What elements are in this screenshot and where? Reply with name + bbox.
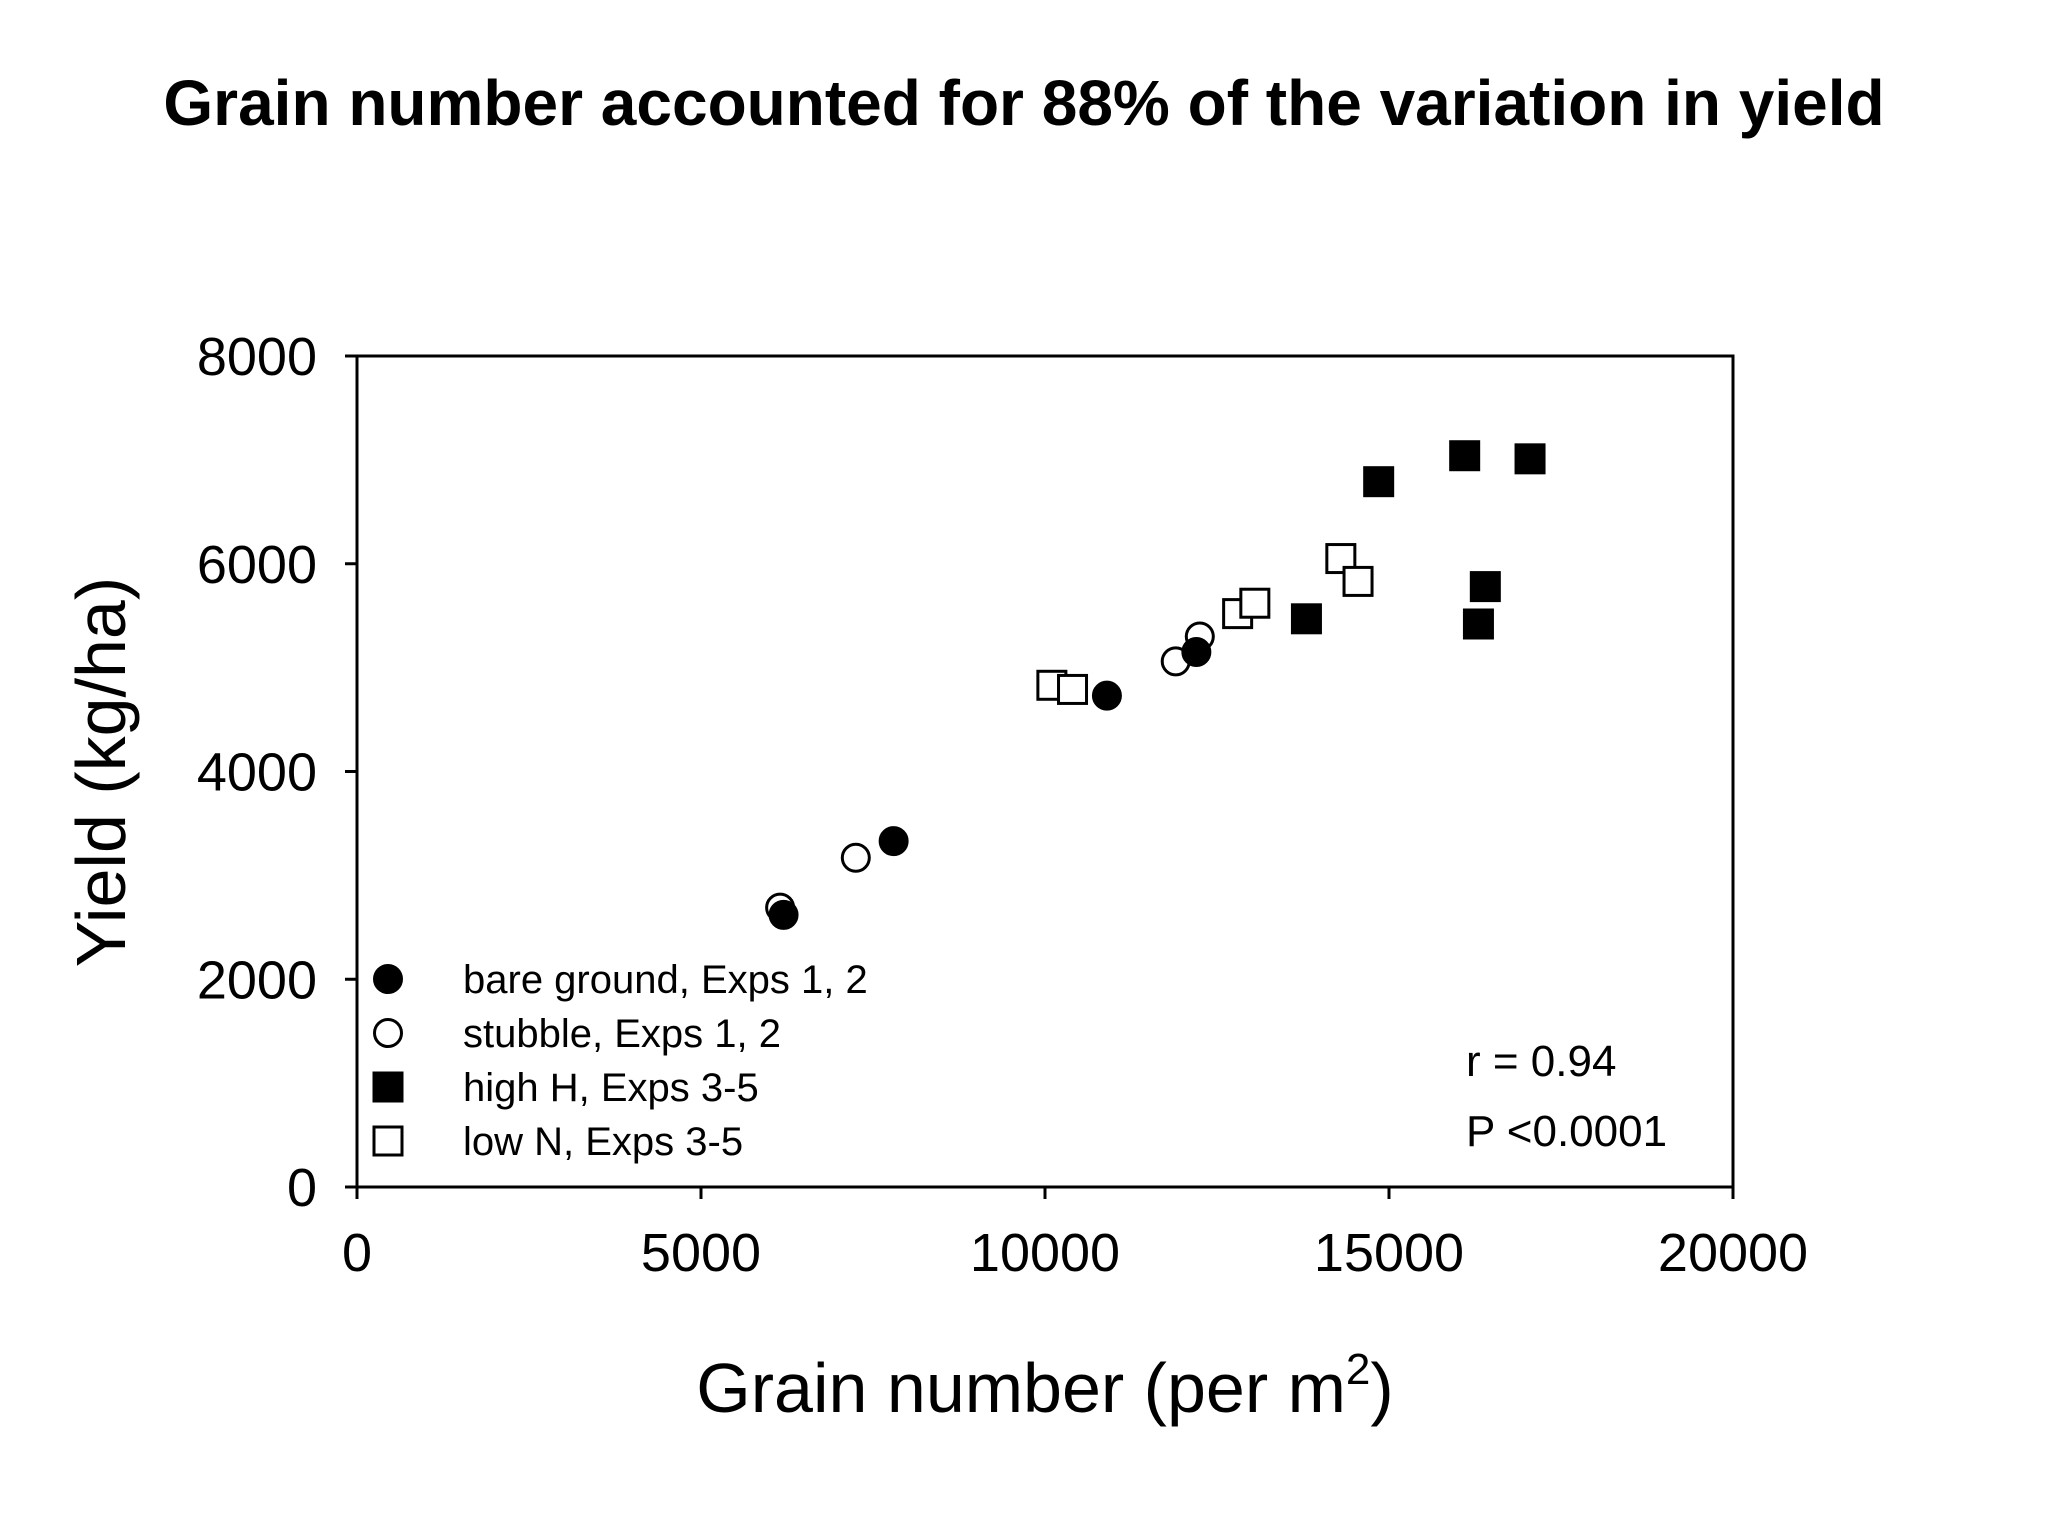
data-point xyxy=(1057,673,1089,705)
x-tick-label: 5000 xyxy=(641,1223,761,1283)
data-point xyxy=(768,899,799,930)
y-axis: 0 2000 4000 6000 8000 xyxy=(197,327,357,1218)
legend-item: high H, Exps 3-5 xyxy=(372,1066,759,1110)
x-axis-title-main: Grain number (per m xyxy=(696,1349,1346,1427)
data-point xyxy=(1325,543,1357,575)
p-value-annotation: P <0.0001 xyxy=(1466,1107,1667,1156)
data-point xyxy=(878,826,909,857)
chart-title: Grain number accounted for 88% of the va… xyxy=(163,67,1884,139)
legend-label: high H, Exps 3-5 xyxy=(463,1066,759,1110)
data-point xyxy=(1290,603,1322,635)
series-1 xyxy=(768,637,1212,930)
data-points xyxy=(765,440,1546,930)
data-point xyxy=(1181,637,1212,668)
legend-label: bare ground, Exps 1, 2 xyxy=(463,958,868,1002)
legend-marker xyxy=(372,1125,404,1157)
legend-marker xyxy=(373,1018,403,1048)
y-tick-label: 4000 xyxy=(197,743,317,803)
legend-item: low N, Exps 3-5 xyxy=(372,1120,743,1164)
y-tick-label: 8000 xyxy=(197,327,317,387)
data-point xyxy=(840,842,871,873)
y-tick-label: 6000 xyxy=(197,535,317,595)
data-point xyxy=(1462,608,1494,640)
correlation-annotation: r = 0.94 xyxy=(1466,1037,1616,1086)
data-point xyxy=(1091,680,1122,711)
series-2 xyxy=(765,621,1215,923)
data-point xyxy=(1363,466,1395,498)
legend-item: bare ground, Exps 1, 2 xyxy=(373,958,868,1002)
x-tick-label: 10000 xyxy=(970,1223,1120,1283)
legend-item: stubble, Exps 1, 2 xyxy=(373,1012,781,1056)
data-point xyxy=(1469,571,1501,603)
x-tick-label: 0 xyxy=(342,1223,372,1283)
data-point xyxy=(1514,443,1546,475)
y-tick-label: 2000 xyxy=(197,950,317,1010)
data-point xyxy=(1449,440,1481,472)
legend-label: low N, Exps 3-5 xyxy=(463,1120,743,1164)
x-axis-title: Grain number (per m2) xyxy=(696,1345,1393,1427)
legend-marker xyxy=(372,1071,404,1103)
y-tick-label: 0 xyxy=(287,1158,317,1218)
x-axis-title-superscript: 2 xyxy=(1346,1345,1370,1394)
legend: bare ground, Exps 1, 2 stubble, Exps 1, 2… xyxy=(372,958,868,1164)
data-point xyxy=(1239,587,1271,619)
x-tick-label: 20000 xyxy=(1658,1223,1808,1283)
legend-marker xyxy=(373,964,403,994)
x-tick-label: 15000 xyxy=(1314,1223,1464,1283)
y-axis-title: Yield (kg/ha) xyxy=(62,577,140,967)
series-3 xyxy=(1290,440,1546,640)
legend-label: stubble, Exps 1, 2 xyxy=(463,1012,781,1056)
data-point xyxy=(1342,565,1374,597)
series-4 xyxy=(1036,543,1374,705)
x-axis: 0 5000 10000 15000 20000 xyxy=(342,1187,1808,1283)
x-axis-title-suffix: ) xyxy=(1370,1349,1393,1427)
